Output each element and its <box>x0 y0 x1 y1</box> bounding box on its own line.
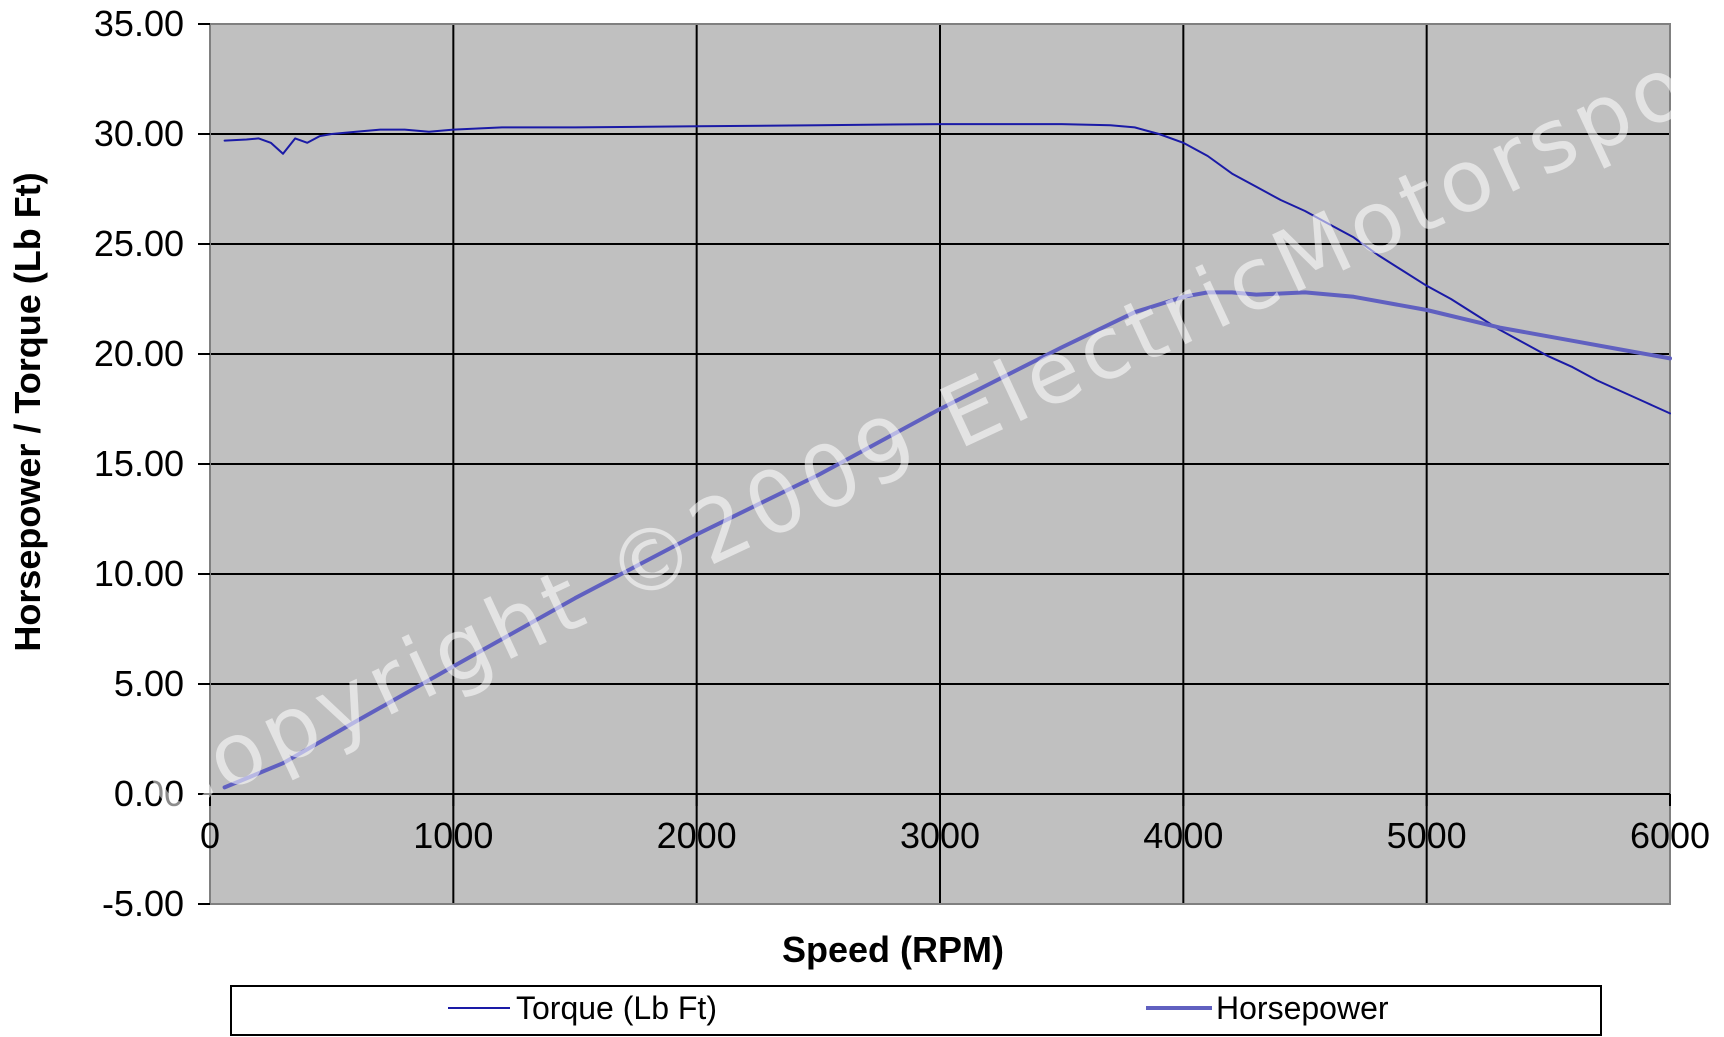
y-tick-label: 15.00 <box>94 443 184 484</box>
legend: Torque (Lb Ft) Horsepower <box>230 985 1602 1036</box>
y-axis-title: Horsepower / Torque (Lb Ft) <box>7 172 48 651</box>
y-tick-label: -5.00 <box>102 883 184 924</box>
legend-label-torque: Torque (Lb Ft) <box>516 990 717 1026</box>
y-tick-label: 10.00 <box>94 553 184 594</box>
x-tick-label: 5000 <box>1387 815 1467 856</box>
x-axis-ticks: 0 1000 2000 3000 4000 5000 6000 <box>200 793 1710 856</box>
y-tick-label: 5.00 <box>114 663 184 704</box>
x-tick-label: 4000 <box>1143 815 1223 856</box>
x-tick-label: 1000 <box>413 815 493 856</box>
y-tick-label: 20.00 <box>94 333 184 374</box>
series-lines <box>222 123 1672 790</box>
x-tick-label: 2000 <box>657 815 737 856</box>
series-line-horsepower <box>222 290 1672 790</box>
x-tick-label: 3000 <box>900 815 980 856</box>
y-axis-ticks: -5.00 0.00 5.00 10.00 15.00 20.00 25.00 30.00 35… <box>94 3 210 924</box>
y-tick-label: 35.00 <box>94 3 184 44</box>
y-tick-label: 0.00 <box>114 773 184 814</box>
x-tick-label: 6000 <box>1630 815 1710 856</box>
legend-box <box>230 985 1602 1036</box>
y-tick-label: 25.00 <box>94 223 184 264</box>
x-axis-title: Speed (RPM) <box>782 929 1004 970</box>
y-tick-label: 30.00 <box>94 113 184 154</box>
legend-label-horsepower: Horsepower <box>1216 990 1389 1026</box>
x-tick-label: 0 <box>200 815 220 856</box>
